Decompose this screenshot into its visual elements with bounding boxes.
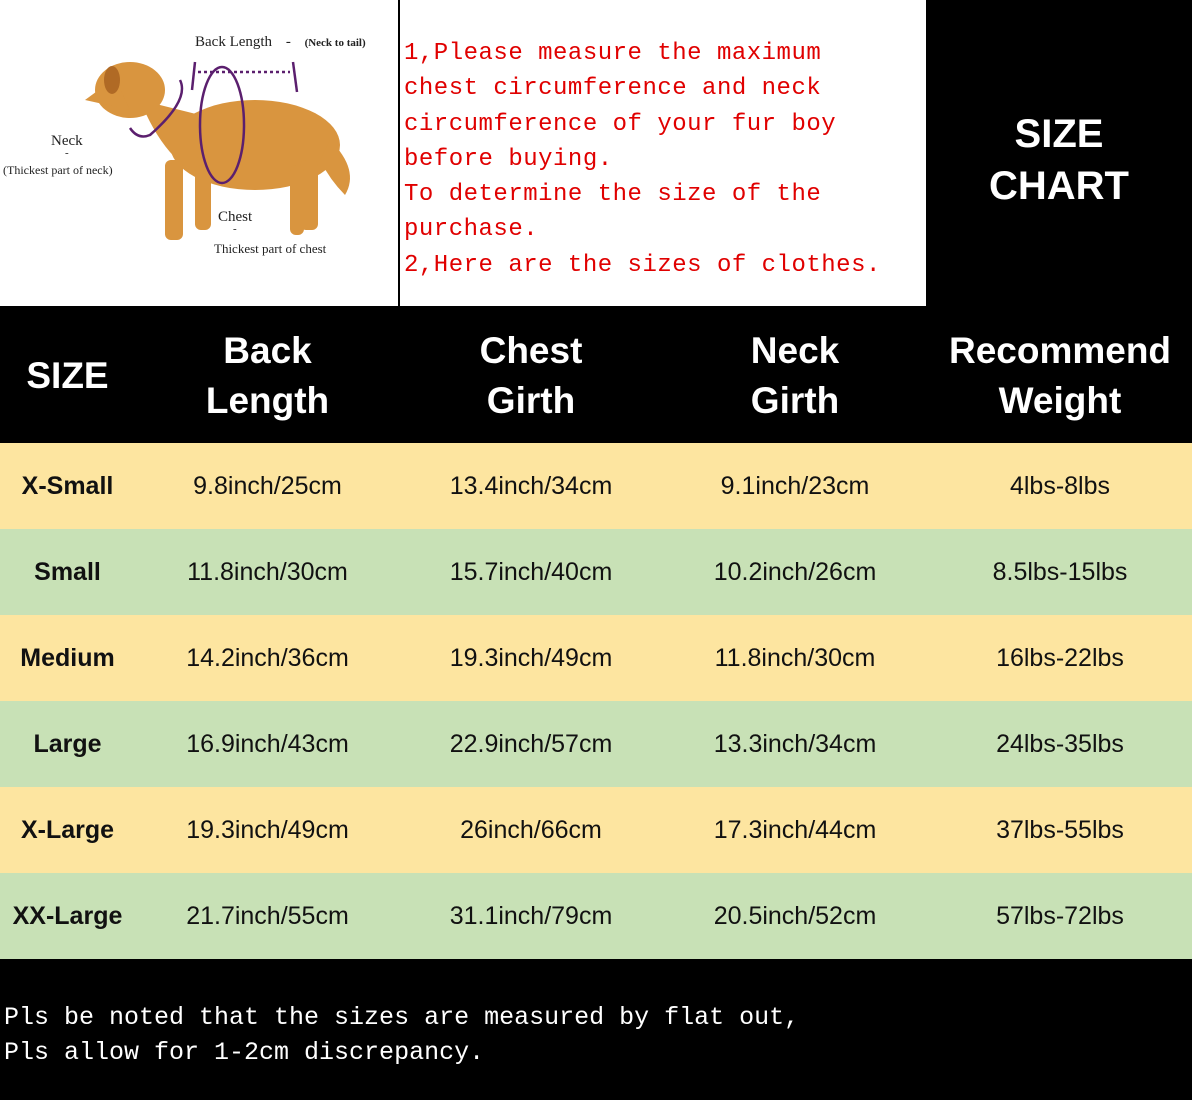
cell-neck-girth: 20.5inch/52cm — [662, 873, 928, 959]
cell-neck-girth: 11.8inch/30cm — [662, 615, 928, 701]
table-row: X-Large 19.3inch/49cm 26inch/66cm 17.3inch/… — [0, 787, 1192, 873]
back-length-label: Back Length — [195, 34, 273, 50]
cell-chest-girth: 22.9inch/57cm — [400, 701, 662, 787]
cell-weight: 4lbs-8lbs — [928, 443, 1192, 529]
note-line: Pls allow for 1-2cm discrepancy. — [4, 1038, 485, 1067]
chest-label: Chest — [218, 209, 253, 225]
header-back-length: Back Length — [135, 308, 400, 443]
cell-back-length: 21.7inch/55cm — [135, 873, 400, 959]
cell-chest-girth: 19.3inch/49cm — [400, 615, 662, 701]
neck-dash: - — [65, 147, 69, 159]
cell-weight: 8.5lbs-15lbs — [928, 529, 1192, 615]
instruction-line: circumference of your fur boy — [404, 110, 837, 138]
cell-size: Small — [0, 529, 135, 615]
measurement-instructions: 1,Please measure the maximum chest circu… — [400, 0, 926, 306]
chest-dash: - — [233, 223, 237, 235]
instruction-line: 2,Here are the sizes of clothes. — [404, 251, 881, 279]
cell-neck-girth: 17.3inch/44cm — [662, 787, 928, 873]
cell-neck-girth: 10.2inch/26cm — [662, 529, 928, 615]
cell-weight: 16lbs-22lbs — [928, 615, 1192, 701]
back-length-dash: - — [285, 34, 291, 50]
table-row: Medium 14.2inch/36cm 19.3inch/49cm 11.8inch… — [0, 615, 1192, 701]
instruction-line: 1,Please measure the maximum — [404, 40, 822, 67]
table-row: Small 11.8inch/30cm 15.7inch/40cm 10.2inch/… — [0, 529, 1192, 615]
header-recommend-weight: Recommend Weight — [928, 308, 1192, 443]
cell-back-length: 11.8inch/30cm — [135, 529, 400, 615]
header-size: SIZE — [0, 308, 135, 443]
instruction-line: before buying. — [404, 145, 613, 173]
table-row: X-Small 9.8inch/25cm 13.4inch/34cm 9.1inch/… — [0, 443, 1192, 529]
size-table: SIZE Back Length Chest Girth Neck Girth Rec… — [0, 308, 1192, 959]
cell-weight: 57lbs-72lbs — [928, 873, 1192, 959]
cell-back-length: 14.2inch/36cm — [135, 615, 400, 701]
chest-note: Thickest part of chest — [214, 241, 327, 256]
page-title: SIZE CHART — [926, 108, 1192, 212]
cell-chest-girth: 13.4inch/34cm — [400, 443, 662, 529]
cell-size: XX-Large — [0, 873, 135, 959]
instruction-line: To determine the size of the — [404, 181, 822, 209]
cell-size: X-Large — [0, 787, 135, 873]
header-chest-girth: Chest Girth — [400, 308, 662, 443]
cell-chest-girth: 26inch/66cm — [400, 787, 662, 873]
instruction-line: purchase. — [404, 216, 539, 244]
neck-note: (Thickest part of neck) — [3, 163, 113, 177]
title-line: SIZE — [1014, 112, 1104, 156]
cell-size: Medium — [0, 615, 135, 701]
cell-chest-girth: 31.1inch/79cm — [400, 873, 662, 959]
header-neck-girth: Neck Girth — [662, 308, 928, 443]
cell-size: Large — [0, 701, 135, 787]
title-line: CHART — [989, 164, 1129, 208]
cell-chest-girth: 15.7inch/40cm — [400, 529, 662, 615]
measurement-diagram: Back Length - (Neck to tail) Neck - (Thi… — [0, 0, 398, 306]
size-chart-banner: SIZE CHART — [926, 0, 1192, 306]
instruction-line: chest circumference and neck — [404, 75, 822, 103]
cell-back-length: 19.3inch/49cm — [135, 787, 400, 873]
cell-weight: 37lbs-55lbs — [928, 787, 1192, 873]
cell-size: X-Small — [0, 443, 135, 529]
back-length-note: (Neck to tail) — [304, 37, 366, 49]
cell-neck-girth: 9.1inch/23cm — [662, 443, 928, 529]
cell-back-length: 16.9inch/43cm — [135, 701, 400, 787]
table-row: XX-Large 21.7inch/55cm 31.1inch/79cm 20.5in… — [0, 873, 1192, 959]
cell-weight: 24lbs-35lbs — [928, 701, 1192, 787]
neck-label: Neck — [51, 133, 83, 149]
table-row: Large 16.9inch/43cm 22.9inch/57cm 13.3inch/… — [0, 701, 1192, 787]
note-line: Pls be noted that the sizes are measured… — [4, 1003, 800, 1032]
footer-note: Pls be noted that the sizes are measured… — [4, 1000, 799, 1070]
table-header-row: SIZE Back Length Chest Girth Neck Girth Rec… — [0, 308, 1192, 443]
dog-illustration — [85, 61, 350, 240]
cell-neck-girth: 13.3inch/34cm — [662, 701, 928, 787]
cell-back-length: 9.8inch/25cm — [135, 443, 400, 529]
